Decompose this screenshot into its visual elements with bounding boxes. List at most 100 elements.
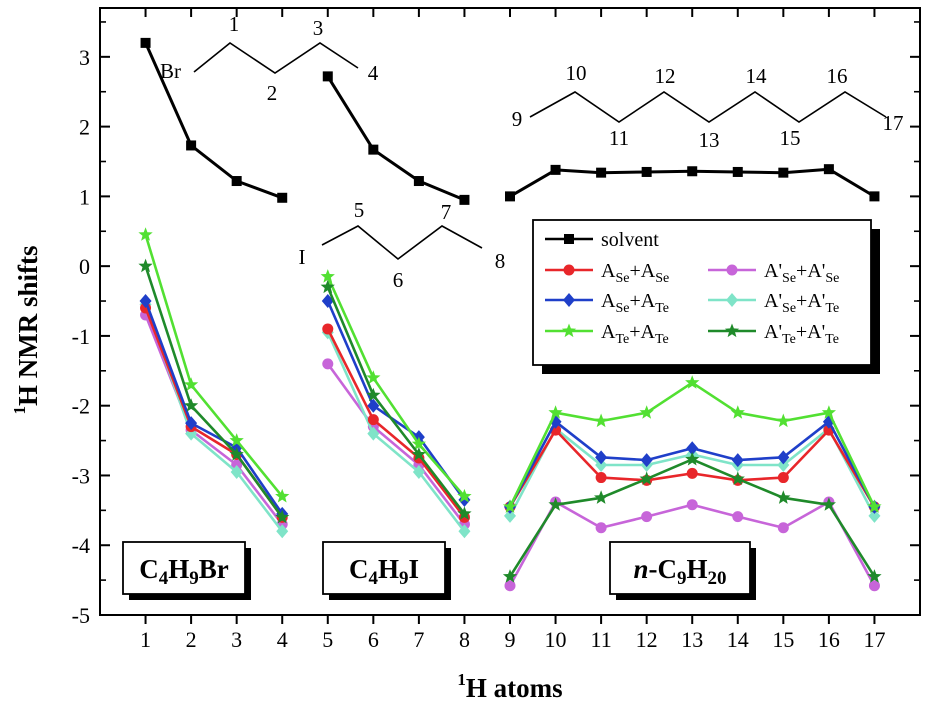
legend-label: ATe+ATe	[601, 321, 669, 347]
formula-part: C	[349, 554, 369, 584]
series-line	[326, 331, 466, 533]
legend-label: A'Te+A'Te	[764, 321, 839, 347]
legend-label: ASe+ASe	[601, 260, 669, 286]
legend-part: A'	[764, 321, 782, 343]
marker-circle	[686, 467, 698, 479]
formula-part: -C	[649, 554, 678, 584]
legend-part: Se	[782, 271, 796, 286]
marker-square	[459, 194, 470, 205]
marker-square	[322, 71, 333, 82]
legend-frame	[532, 219, 872, 366]
y-axis-title-sup: 1	[10, 406, 29, 415]
struct-label: 16	[827, 64, 848, 88]
marker-diamond	[686, 441, 699, 456]
marker-square	[277, 192, 288, 203]
x-axis-title-sup: 1	[457, 670, 466, 689]
legend-part: Se	[655, 271, 669, 286]
marker-circle	[868, 580, 880, 592]
y-tick-label: -3	[72, 463, 90, 488]
marker-circle	[777, 472, 789, 484]
formula-part: 9	[677, 568, 687, 589]
formula-box-label: C4H9Br	[139, 554, 229, 589]
legend-part: solvent	[601, 229, 659, 251]
marker-star	[275, 509, 290, 524]
formula-box-label: n-C9H20	[633, 554, 726, 589]
legend-part: A	[601, 321, 616, 343]
marker-diamond	[563, 293, 575, 307]
marker-circle	[563, 264, 575, 276]
legend-part: A	[601, 290, 616, 312]
series-line	[326, 363, 466, 526]
legend-part: +A'	[796, 260, 825, 282]
series-line	[144, 42, 283, 200]
legend-part: Se	[825, 271, 839, 286]
marker-star	[639, 405, 654, 419]
marker-diamond	[321, 294, 334, 309]
series-ASe+ATe	[139, 294, 881, 521]
marker-diamond	[276, 524, 289, 539]
y-tick-label: -2	[72, 394, 90, 419]
x-tick-label: 17	[863, 627, 885, 652]
x-tick-label: 4	[277, 627, 288, 652]
series-line	[144, 234, 284, 498]
marker-star	[548, 497, 563, 511]
legend-part: Te	[782, 332, 796, 347]
x-tick-label: 13	[681, 627, 703, 652]
series-line	[326, 276, 466, 498]
marker-square	[778, 167, 789, 178]
x-tick-label: 9	[505, 627, 516, 652]
marker-star	[867, 499, 882, 513]
struct-label: 6	[393, 268, 404, 292]
marker-diamond	[640, 453, 653, 468]
marker-square	[869, 191, 880, 202]
formula-boxes: C4H9Br C4H9I n-C9H20	[122, 541, 756, 600]
marker-star	[184, 377, 199, 391]
struct-label: 1	[229, 12, 240, 36]
legend-part: +A	[629, 321, 655, 343]
marker-star	[229, 433, 244, 447]
marker-star	[138, 258, 153, 273]
marker-diamond	[367, 426, 380, 441]
formula-part: H	[687, 554, 708, 584]
marker-square	[140, 37, 151, 48]
marker-square	[641, 166, 652, 177]
legend-label: A'Se+A'Te	[764, 290, 839, 316]
x-tick-label: 12	[636, 627, 658, 652]
formula-part: 4	[368, 568, 378, 589]
marker-circle	[367, 414, 379, 426]
x-tick-label: 16	[818, 627, 840, 652]
marker-star	[411, 447, 426, 461]
marker-circle	[504, 580, 516, 592]
formula-part: H	[378, 554, 399, 584]
marker-square	[231, 176, 242, 187]
struct-label: 11	[609, 126, 629, 150]
struct-atom-br: Br	[160, 59, 181, 83]
marker-star	[366, 387, 381, 402]
marker-star	[639, 471, 654, 485]
y-axis-title: 1H NMR shifts	[10, 246, 43, 415]
y-axis-title-main: H NMR shifts	[13, 246, 43, 407]
legend-part: A'	[764, 260, 782, 282]
series-A'Te+A'Te	[138, 258, 882, 583]
marker-star	[320, 279, 335, 294]
marker-square	[687, 166, 698, 177]
marker-circle	[322, 323, 334, 335]
struct-label: 10	[566, 61, 587, 85]
marker-circle	[686, 499, 698, 511]
legend-label: A'Se+A'Se	[764, 260, 839, 286]
marker-star	[457, 488, 472, 503]
marker-diamond	[777, 450, 790, 465]
y-tick-label: -5	[72, 603, 90, 628]
marker-circle	[732, 511, 744, 523]
x-tick-label: 7	[413, 627, 424, 652]
struct-label: 5	[354, 198, 365, 222]
formula-box-label: C4H9I	[349, 554, 419, 589]
series-ATe+ATe	[138, 227, 882, 513]
marker-star	[411, 436, 426, 451]
marker-circle	[595, 472, 607, 484]
marker-diamond	[595, 450, 608, 465]
marker-diamond	[139, 294, 152, 309]
y-tick-label: 1	[79, 184, 90, 209]
